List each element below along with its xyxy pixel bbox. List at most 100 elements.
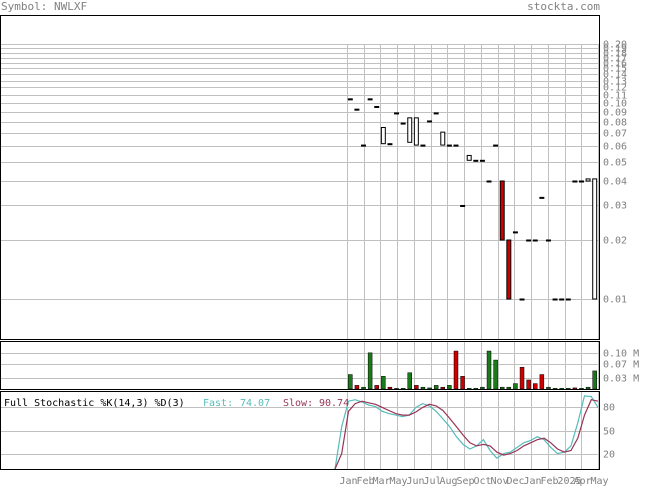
volume-bar <box>592 370 597 390</box>
candle-body <box>407 117 413 143</box>
candle <box>361 144 366 147</box>
volume-bar <box>526 379 531 390</box>
symbol-label: Symbol: NWLXF <box>1 0 88 13</box>
price-tick-label: 0.02 <box>603 236 627 247</box>
x-tick-label: Jun <box>407 476 425 486</box>
candle-body <box>473 159 479 162</box>
price-tick-label: 0.01 <box>603 295 627 306</box>
slow-line <box>334 399 599 470</box>
candle <box>512 231 518 234</box>
volume-bar <box>499 386 505 390</box>
x-tick-label: Feb <box>357 476 375 486</box>
volume-bar <box>367 352 373 390</box>
price-tick-label: 0.20 <box>603 40 627 51</box>
slow-value: 90.74 <box>319 398 349 409</box>
stochastic-axis: 80 50 20 <box>603 403 615 461</box>
candle-body <box>559 298 565 301</box>
x-tick-label: May <box>390 476 408 486</box>
volume-bar <box>506 386 512 390</box>
candle-body <box>387 143 393 146</box>
candle-body <box>565 298 571 301</box>
candle <box>559 298 565 301</box>
volume-tick-label: 0.03 M <box>603 374 639 385</box>
candle-body <box>380 126 386 145</box>
candle <box>407 117 413 143</box>
candle <box>413 117 419 146</box>
price-tick-label: 0.12 <box>603 83 627 94</box>
candle-body <box>440 131 446 146</box>
candle-body <box>427 120 433 123</box>
price-tick-label: 0.03 <box>603 201 627 212</box>
price-tick-label: 0.04 <box>603 177 627 188</box>
stochastic-lines <box>334 395 599 470</box>
volume-bar <box>572 387 578 390</box>
candle-body <box>420 144 426 147</box>
price-panel-frame <box>0 15 600 340</box>
volume-bar <box>453 350 459 390</box>
candle-body <box>433 112 439 115</box>
price-tick-label: 0.16 <box>603 59 627 70</box>
price-tick-label: 0.18 <box>603 49 627 60</box>
slow-label: Slow: <box>283 398 313 409</box>
price-axis: 0.200.190.180.170.160.150.140.130.120.11… <box>603 40 627 306</box>
candle-body <box>466 154 472 161</box>
price-grid <box>1 44 599 339</box>
stochastic-title: Full Stochastic %K(14,3) %D(3) <box>4 398 185 409</box>
candle-body <box>374 105 380 108</box>
candle <box>479 159 485 162</box>
volume-bar <box>348 374 353 390</box>
candle-body <box>453 144 459 147</box>
x-tick-label: Nov <box>491 476 509 486</box>
candle <box>552 298 558 301</box>
candle <box>460 204 466 207</box>
volume-bars <box>348 350 597 390</box>
candle-body <box>592 178 598 300</box>
candle <box>486 180 492 183</box>
x-tick-label: Dec <box>507 476 525 486</box>
stochastic-grid <box>1 392 599 469</box>
candle-body <box>460 204 466 207</box>
x-tick-label: 2025 <box>558 476 582 486</box>
volume-bar <box>513 383 518 390</box>
candle <box>427 120 433 123</box>
candle <box>387 143 393 146</box>
candle <box>420 144 426 147</box>
candle <box>354 108 360 111</box>
candle-body <box>532 239 538 242</box>
price-tick-label: 0.06 <box>603 142 627 153</box>
volume-bar <box>354 385 360 390</box>
volume-bar <box>585 386 591 390</box>
price-tick-label: 0.09 <box>603 108 627 119</box>
volume-bar <box>374 385 379 390</box>
candle <box>519 298 525 301</box>
x-tick-label: Feb <box>541 476 559 486</box>
candle-body <box>493 144 499 147</box>
fast-value: 74.07 <box>240 398 270 409</box>
candle <box>347 98 353 101</box>
volume-tick-label: 0.10 M <box>603 349 639 360</box>
candle-body <box>347 98 353 101</box>
volume-bar <box>381 376 386 390</box>
candle <box>440 131 446 146</box>
candle-body <box>519 298 525 301</box>
volume-tick-label: 0.07 M <box>603 360 639 371</box>
price-candles <box>347 98 598 301</box>
volume-bar <box>480 386 485 390</box>
volume-bar <box>519 367 525 390</box>
candle <box>400 122 406 125</box>
candle <box>394 112 400 115</box>
x-tick-label: May <box>591 476 609 486</box>
volume-bar <box>539 374 545 390</box>
candle <box>493 144 499 147</box>
candle <box>433 112 439 115</box>
candle <box>526 239 532 242</box>
price-tick-label: 0.17 <box>603 54 627 65</box>
x-tick-label: Mar <box>373 476 391 486</box>
price-tick-label: 0.05 <box>603 158 627 169</box>
site-name[interactable]: stockta.com <box>527 0 600 13</box>
x-tick-label: Jan <box>524 476 542 486</box>
candle <box>380 126 386 145</box>
volume-panel-frame <box>0 341 600 390</box>
volume-bar <box>433 385 439 390</box>
